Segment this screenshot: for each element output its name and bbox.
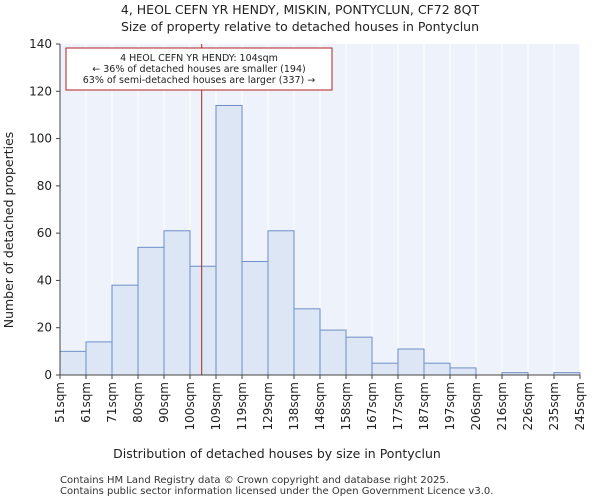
x-tick-label-129sqm: 129sqm [261,382,275,430]
x-tick-label-138sqm: 138sqm [287,382,301,430]
y-tick-label-20: 20 [37,321,52,335]
bar-129sqm [267,230,295,376]
x-tick-label-206sqm: 206sqm [469,382,483,430]
x-tick-label-226sqm: 226sqm [521,382,535,430]
bar-167sqm [371,362,399,376]
y-tick-label-0: 0 [44,368,52,382]
bar-80sqm [137,246,165,376]
x-tick-label-71sqm: 71sqm [105,382,119,423]
y-tick-label-80: 80 [37,179,52,193]
y-tick-label-40: 40 [37,273,52,287]
x-tick-label-148sqm: 148sqm [313,382,327,430]
annotation-box: 4 HEOL CEFN YR HENDY: 104sqm ← 36% of de… [65,47,333,91]
y-axis-label: Number of detached properties [1,132,16,329]
bar-177sqm [397,348,425,376]
bar-148sqm [319,329,347,376]
x-tick-label-197sqm: 197sqm [443,382,457,430]
bar-51sqm [59,350,87,376]
x-tick-label-61sqm: 61sqm [79,382,93,423]
x-tick-label-167sqm: 167sqm [365,382,379,430]
axes [56,43,581,379]
y-tick-labels: 0 20 40 60 80 100 120 140 [29,37,52,382]
x-tick-label-216sqm: 216sqm [495,382,509,430]
chart-subtitle: Size of property relative to detached ho… [121,19,479,34]
bar-100sqm [189,265,217,376]
bar-119sqm [241,261,269,376]
x-tick-label-80sqm: 80sqm [131,382,145,423]
x-tick-label-119sqm: 119sqm [235,382,249,430]
x-tick-label-90sqm: 90sqm [157,382,171,423]
y-tick-label-100: 100 [29,132,52,146]
footer-line-2: Contains public sector information licen… [60,486,493,497]
bar-197sqm [449,367,477,376]
x-tick-labels: 51sqm 61sqm 71sqm 80sqm 90sqm 100sqm 109sqm 119… [53,382,587,430]
x-tick-label-245sqm: 245sqm [573,382,587,430]
y-tick-label-140: 140 [29,37,52,51]
x-tick-label-100sqm: 100sqm [183,382,197,430]
y-tick-label-120: 120 [29,84,52,98]
bars [59,104,581,376]
x-tick-label-187sqm: 187sqm [417,382,431,430]
annotation-line-2: ← 36% of detached houses are smaller (19… [92,64,305,75]
x-tick-label-51sqm: 51sqm [53,382,67,423]
annotation-frame [65,47,333,91]
x-axis-label: Distribution of detached houses by size … [113,446,441,461]
bar-158sqm [345,336,373,376]
x-tick-label-109sqm: 109sqm [209,382,223,430]
chart-title: 4, HEOL CEFN YR HENDY, MISKIN, PONTYCLUN… [121,2,480,17]
bar-109sqm [215,104,243,376]
annotation-line-1: 4 HEOL CEFN YR HENDY: 104sqm [120,53,278,64]
annotation-line-3: 63% of semi-detached houses are larger (… [83,75,316,86]
bar-71sqm [111,284,139,376]
x-tick-label-235sqm: 235sqm [547,382,561,430]
bar-187sqm [423,362,451,376]
bar-90sqm [163,230,191,376]
bar-61sqm [85,341,113,376]
x-tick-label-158sqm: 158sqm [339,382,353,430]
x-tick-label-177sqm: 177sqm [391,382,405,430]
bar-138sqm [293,308,321,376]
footer-line-1: Contains HM Land Registry data © Crown c… [60,475,449,486]
y-tick-label-60: 60 [37,226,52,240]
